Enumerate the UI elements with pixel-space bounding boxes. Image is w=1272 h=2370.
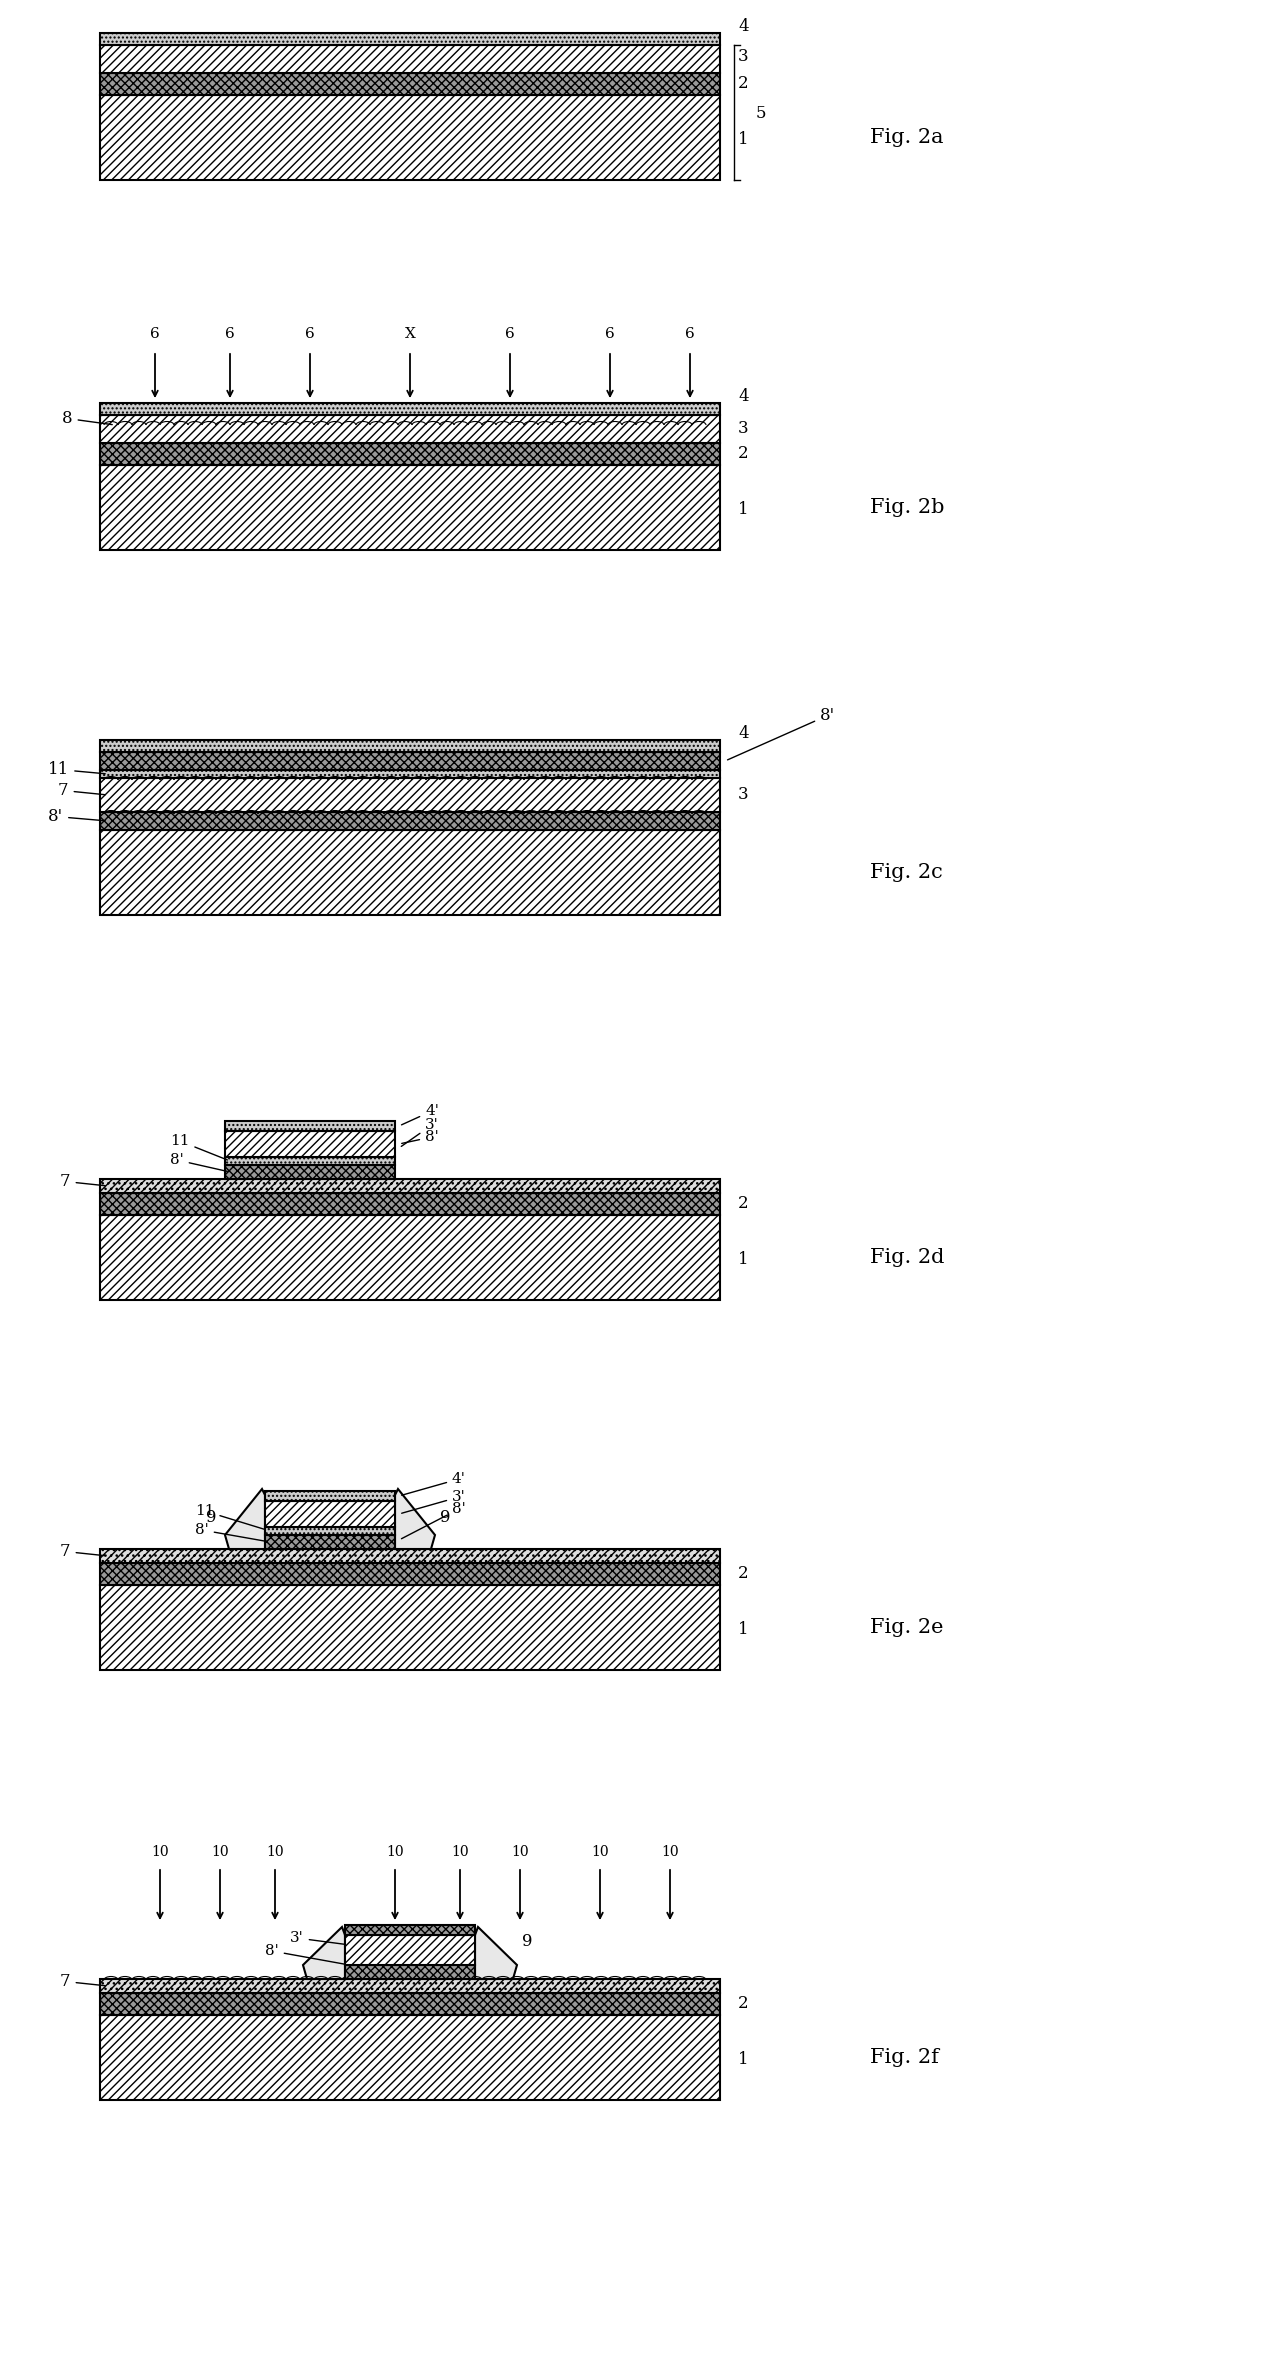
Text: 1: 1 xyxy=(738,130,749,147)
Bar xyxy=(100,73,720,95)
Bar xyxy=(265,1536,396,1550)
Polygon shape xyxy=(225,1488,265,1550)
Text: 10: 10 xyxy=(151,1844,169,1858)
Text: 1: 1 xyxy=(738,2050,749,2067)
Polygon shape xyxy=(474,1927,516,1979)
Text: Fig. 2c: Fig. 2c xyxy=(870,863,943,882)
Bar xyxy=(100,2014,720,2100)
Bar xyxy=(100,751,720,770)
Bar xyxy=(100,443,720,465)
Bar xyxy=(225,1157,396,1166)
Bar xyxy=(265,1491,396,1500)
Text: 10: 10 xyxy=(211,1844,229,1858)
Bar xyxy=(265,1500,396,1526)
Bar xyxy=(100,739,720,751)
Text: 9: 9 xyxy=(440,1510,450,1526)
Polygon shape xyxy=(303,1927,345,1979)
Bar xyxy=(100,1216,720,1301)
Bar xyxy=(345,1934,474,1965)
Text: 11: 11 xyxy=(170,1133,228,1159)
Text: 4: 4 xyxy=(738,725,749,742)
Text: 3': 3' xyxy=(401,1119,439,1147)
Bar xyxy=(100,1979,720,1993)
Text: 8': 8' xyxy=(265,1943,385,1972)
Text: Fig. 2d: Fig. 2d xyxy=(870,1249,944,1268)
Bar xyxy=(100,95,720,180)
Text: 5: 5 xyxy=(756,107,767,123)
Text: 3: 3 xyxy=(738,787,749,803)
Bar xyxy=(100,415,720,443)
Bar xyxy=(100,1550,720,1562)
Text: 11: 11 xyxy=(48,761,106,777)
Text: 10: 10 xyxy=(591,1844,609,1858)
Text: Fig. 2a: Fig. 2a xyxy=(870,128,944,147)
Bar xyxy=(100,813,720,830)
Bar xyxy=(100,45,720,73)
Text: 1: 1 xyxy=(738,1621,749,1638)
Text: 8': 8' xyxy=(195,1524,267,1540)
Text: 3: 3 xyxy=(738,419,749,436)
Bar xyxy=(100,830,720,915)
Bar xyxy=(100,1192,720,1216)
Text: 7: 7 xyxy=(59,782,106,799)
Text: 8': 8' xyxy=(402,1130,439,1145)
Bar xyxy=(265,1526,396,1536)
Text: 2: 2 xyxy=(738,446,749,462)
Text: Fig. 2b: Fig. 2b xyxy=(870,498,944,517)
Text: 6: 6 xyxy=(605,327,614,341)
Text: 2: 2 xyxy=(738,1194,749,1211)
Bar xyxy=(100,770,720,777)
Text: 2: 2 xyxy=(738,76,749,92)
Text: 4': 4' xyxy=(402,1472,466,1495)
Text: 7: 7 xyxy=(60,1543,106,1559)
Text: 3': 3' xyxy=(290,1932,385,1951)
Text: 11: 11 xyxy=(195,1505,267,1531)
Text: 9: 9 xyxy=(522,1934,532,1951)
Bar xyxy=(345,1924,474,1934)
Text: 1: 1 xyxy=(738,500,749,517)
Polygon shape xyxy=(396,1488,435,1550)
Text: X: X xyxy=(404,327,416,341)
Bar xyxy=(100,1586,720,1671)
Text: 6: 6 xyxy=(225,327,235,341)
Text: 6: 6 xyxy=(505,327,515,341)
Text: 8: 8 xyxy=(62,410,112,427)
Text: Fig. 2e: Fig. 2e xyxy=(870,1619,944,1638)
Bar xyxy=(100,465,720,550)
Bar xyxy=(100,777,720,813)
Text: 6: 6 xyxy=(305,327,315,341)
Text: 4: 4 xyxy=(738,389,749,405)
Bar xyxy=(225,1166,396,1178)
Text: 4': 4' xyxy=(402,1104,439,1126)
Text: 10: 10 xyxy=(511,1844,529,1858)
Text: 10: 10 xyxy=(452,1844,469,1858)
Text: 10: 10 xyxy=(661,1844,679,1858)
Bar xyxy=(100,1178,720,1192)
Bar xyxy=(225,1121,396,1130)
Text: 3: 3 xyxy=(738,47,749,64)
Text: 2: 2 xyxy=(738,1564,749,1583)
Bar xyxy=(100,1993,720,2014)
Text: 4: 4 xyxy=(738,19,749,36)
Text: Fig. 2f: Fig. 2f xyxy=(870,2048,939,2067)
Text: 3': 3' xyxy=(402,1491,466,1512)
Text: 10: 10 xyxy=(387,1844,403,1858)
Text: 9: 9 xyxy=(206,1510,216,1526)
Bar xyxy=(100,1562,720,1586)
Text: 10: 10 xyxy=(266,1844,284,1858)
Bar xyxy=(345,1965,474,1979)
Text: 6: 6 xyxy=(150,327,160,341)
Text: 8': 8' xyxy=(48,808,106,825)
Text: 6: 6 xyxy=(686,327,695,341)
Text: 2: 2 xyxy=(738,1996,749,2012)
Bar xyxy=(100,33,720,45)
Text: 8': 8' xyxy=(170,1152,228,1171)
Text: 7: 7 xyxy=(60,1972,106,1991)
Bar xyxy=(100,403,720,415)
Text: 1: 1 xyxy=(738,1251,749,1268)
Text: 7: 7 xyxy=(60,1173,106,1190)
Text: 8': 8' xyxy=(402,1503,466,1538)
Text: 8': 8' xyxy=(728,706,836,761)
Bar xyxy=(225,1130,396,1157)
